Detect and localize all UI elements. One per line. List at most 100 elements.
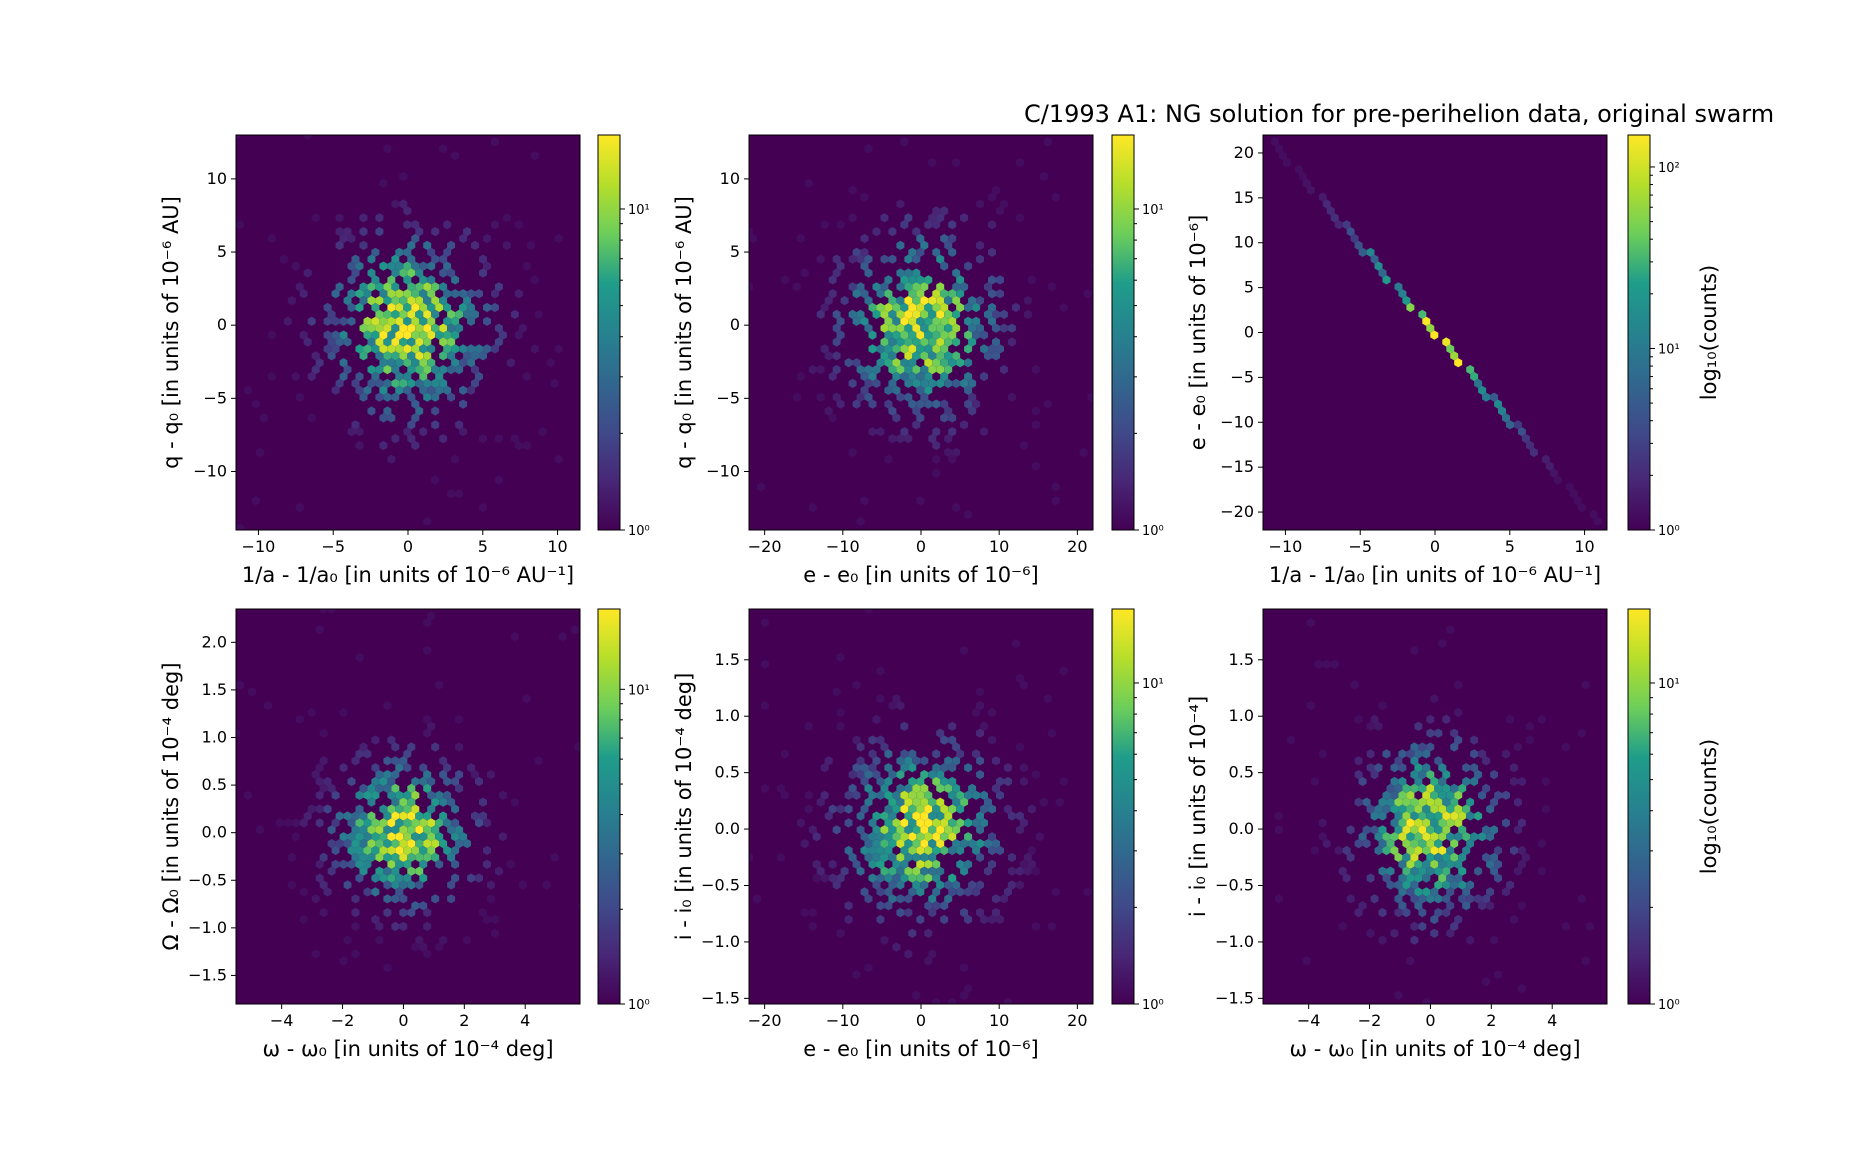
hexbin-cell <box>1450 783 1459 793</box>
hexbin-cell <box>888 825 897 835</box>
hexbin-cell <box>355 261 364 271</box>
hexbin-cell <box>904 434 913 444</box>
hexbin-cell <box>860 887 869 897</box>
hexbin-cell <box>996 344 1004 354</box>
hexbin-cell <box>936 783 945 793</box>
hexbin-cell <box>1354 797 1363 807</box>
hexbin-cell <box>876 887 885 897</box>
hexbin-cell <box>972 818 981 828</box>
hexbin-cell <box>884 776 893 787</box>
hexbin-cell <box>1338 866 1347 876</box>
hexbin-cell <box>1422 859 1431 869</box>
hexbin-cell <box>948 454 957 464</box>
hexbin-cell <box>383 908 392 918</box>
hexbin-cell <box>868 818 877 828</box>
hexbin-cell <box>1466 894 1475 904</box>
hexbin-cell <box>1450 728 1459 738</box>
hexbin-cell <box>387 790 396 800</box>
hexbin-cell <box>864 296 873 306</box>
hexbin-cell <box>1482 852 1491 862</box>
hexbin-cell <box>427 385 436 395</box>
y-tick-label: 5 <box>217 242 227 261</box>
hexbin-cell <box>447 309 456 319</box>
hexbin-cell <box>912 378 921 388</box>
hexbin-cell <box>530 275 539 285</box>
hexbin-cell <box>383 365 392 375</box>
hexbin-cell <box>1446 804 1455 814</box>
hexbin-cell <box>1406 873 1415 883</box>
hexbin-cell <box>1000 309 1008 319</box>
hexbin-cell <box>948 721 957 731</box>
hexbin-cell <box>824 756 833 766</box>
hexbin-cell <box>932 901 941 911</box>
hexbin-cell <box>1374 804 1383 814</box>
hexbin-cell <box>804 721 813 731</box>
hexbin-cell <box>836 220 845 230</box>
hexbin-cell <box>880 839 889 849</box>
hexbin-cell <box>319 908 328 918</box>
hexbin-cell <box>904 825 913 835</box>
hexbin-cell <box>399 378 408 388</box>
hexbin-cell <box>924 873 933 883</box>
hexbin-cell <box>1047 282 1056 292</box>
hexbin-cell <box>379 776 388 787</box>
hexbin-cell <box>1518 983 1526 994</box>
hexbin-cell <box>924 790 933 800</box>
hexbin-cell <box>1346 227 1355 237</box>
hexbin-cell <box>371 275 380 285</box>
hexbin-cell <box>932 358 941 368</box>
hexbin-cell <box>1043 399 1052 409</box>
hexbin-cell <box>1561 921 1570 931</box>
hexbin-cell <box>1318 749 1327 759</box>
hexbin-cell <box>936 728 945 738</box>
hexbin-cell <box>1569 489 1578 499</box>
hexbin-cell <box>359 811 368 821</box>
hexbin-cell <box>487 770 495 780</box>
hexbin-cell <box>988 316 996 326</box>
hexbin-cell <box>510 632 519 642</box>
hexbin-cell <box>1577 503 1586 513</box>
hexbin-cell <box>387 358 396 368</box>
hexbin-cell <box>311 949 320 959</box>
hexbin-cell <box>295 714 304 724</box>
hexbin-cell <box>391 337 400 347</box>
hexbin-cell <box>968 337 977 347</box>
hexbin-cell <box>848 378 857 388</box>
hexbin-cell <box>988 220 996 230</box>
hexbin-cell <box>1406 790 1415 800</box>
hexbin-cell <box>920 323 929 333</box>
hexbin-cell <box>407 268 416 278</box>
hexbin-cell <box>311 351 320 361</box>
hexbin-cell <box>912 309 921 319</box>
hexbin-cell <box>920 839 929 849</box>
hexbin-cell <box>1426 783 1435 793</box>
hexbin-cell <box>467 316 475 326</box>
hexbin-cell <box>1442 337 1451 347</box>
hexbin-cell <box>884 330 893 340</box>
hexbin-cell <box>924 385 933 395</box>
hexbin-cell <box>753 894 761 904</box>
hexbin-cell <box>439 770 448 780</box>
hexbin-cell <box>367 337 376 347</box>
hexbin-cell <box>1422 832 1431 842</box>
hexbin-cell <box>351 268 360 278</box>
hexbin-cell <box>1450 811 1459 821</box>
hexbin-cell <box>1537 839 1546 849</box>
hexbin-cell <box>1438 804 1447 814</box>
hexbin-cell <box>1027 845 1036 856</box>
hexbin-cell <box>884 873 893 883</box>
hexbin-cell <box>451 316 460 326</box>
hexbin-cell <box>1378 797 1387 807</box>
hexbin-cell <box>371 845 380 856</box>
hexbin-cell <box>307 413 316 423</box>
hexbin-cell <box>1370 770 1379 780</box>
hexbin-cell <box>339 707 348 718</box>
hexbin-cell <box>896 770 905 780</box>
hexbin-cell <box>1386 880 1395 890</box>
hexbin-cell <box>749 852 753 862</box>
hexbin-cell <box>948 427 957 437</box>
hexbin-cell <box>896 756 905 766</box>
hexbin-cell <box>419 302 428 313</box>
hexbin-cell <box>896 701 905 711</box>
hexbin-cell <box>431 296 440 306</box>
